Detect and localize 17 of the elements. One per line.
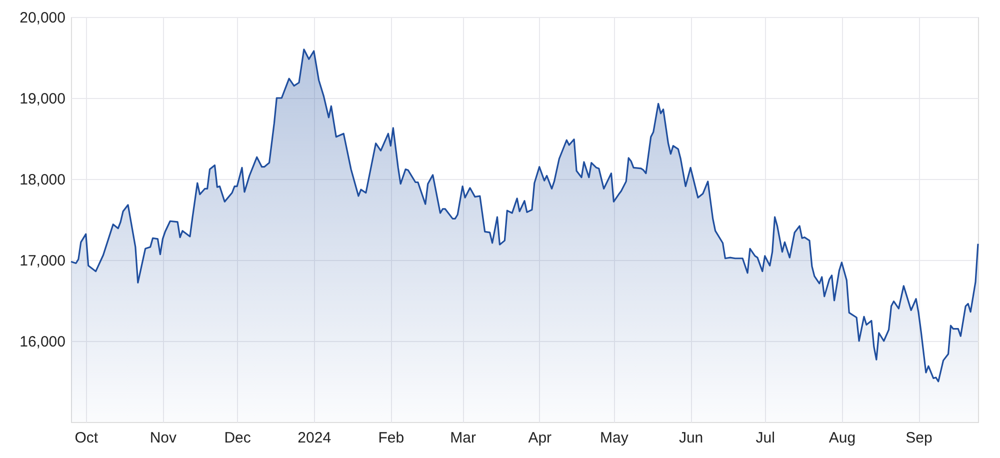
x-tick-label: Feb [378, 430, 404, 446]
x-tick-label: Nov [150, 430, 178, 446]
x-tick-label: Aug [828, 430, 856, 446]
x-tick-label: Mar [450, 430, 476, 446]
y-tick-label: 16,000 [20, 334, 66, 350]
y-tick-label: 17,000 [20, 252, 66, 270]
x-tick-label: Oct [74, 430, 99, 446]
y-tick-label: 19,000 [20, 90, 66, 108]
x-tick-label: Sep [906, 430, 932, 446]
x-tick-label: Jul [756, 430, 775, 446]
x-tick-label: Jun [678, 430, 704, 446]
y-tick-label: 20,000 [20, 10, 66, 26]
x-tick-label: 2024 [298, 430, 332, 446]
x-tick-label: Dec [224, 430, 252, 446]
x-tick-label: Apr [528, 430, 552, 446]
x-tick-label: May [600, 430, 629, 446]
y-tick-label: 18,000 [20, 172, 66, 188]
